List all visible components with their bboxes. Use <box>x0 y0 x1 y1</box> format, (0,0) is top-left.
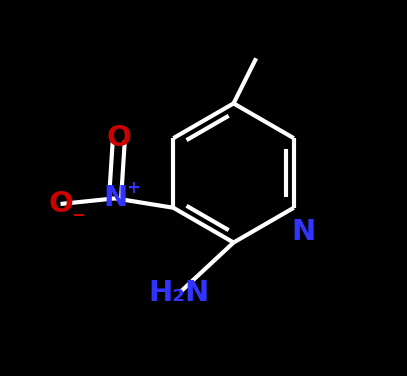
Text: O: O <box>48 190 73 218</box>
Text: H₂N: H₂N <box>149 279 210 307</box>
Text: N: N <box>103 184 127 212</box>
Text: −: − <box>71 205 85 223</box>
Text: N: N <box>291 218 315 246</box>
Text: +: + <box>126 179 140 197</box>
Text: O: O <box>106 124 131 152</box>
